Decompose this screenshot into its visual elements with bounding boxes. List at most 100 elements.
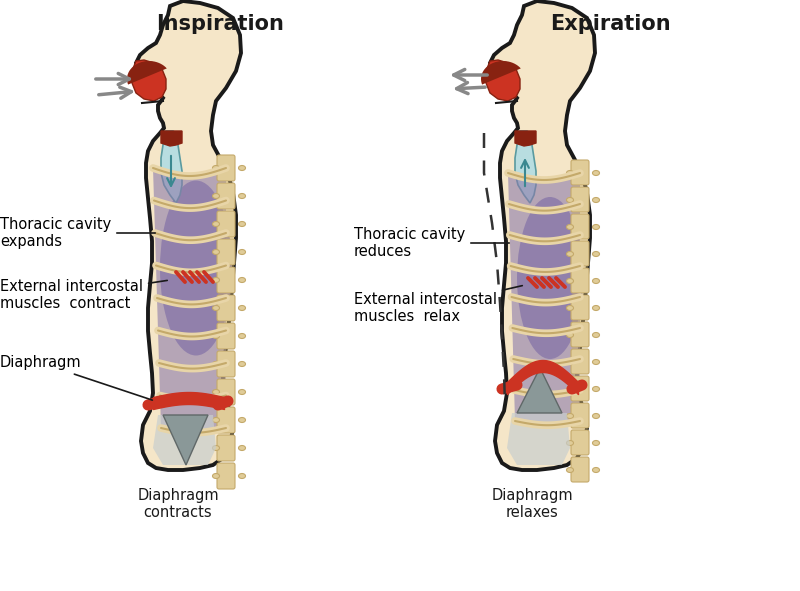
Ellipse shape: [593, 440, 599, 446]
Text: Diaphragm: Diaphragm: [0, 356, 152, 400]
Polygon shape: [154, 200, 226, 240]
Ellipse shape: [593, 306, 599, 310]
Ellipse shape: [566, 278, 574, 284]
Polygon shape: [509, 204, 580, 241]
Ellipse shape: [593, 333, 599, 337]
FancyBboxPatch shape: [217, 267, 235, 293]
FancyBboxPatch shape: [217, 211, 235, 237]
FancyBboxPatch shape: [571, 322, 589, 347]
Polygon shape: [157, 298, 226, 336]
FancyBboxPatch shape: [217, 295, 235, 321]
Ellipse shape: [566, 387, 574, 391]
FancyBboxPatch shape: [571, 403, 589, 428]
Ellipse shape: [213, 193, 219, 199]
Polygon shape: [159, 363, 226, 401]
FancyBboxPatch shape: [571, 457, 589, 482]
Polygon shape: [158, 330, 226, 369]
Ellipse shape: [238, 193, 246, 199]
FancyBboxPatch shape: [217, 351, 235, 377]
FancyBboxPatch shape: [217, 239, 235, 265]
Polygon shape: [510, 266, 580, 303]
Ellipse shape: [213, 473, 219, 479]
Ellipse shape: [238, 249, 246, 255]
Text: Diaphragm
relaxes: Diaphragm relaxes: [491, 488, 573, 521]
Polygon shape: [512, 328, 580, 364]
Polygon shape: [153, 168, 226, 208]
Ellipse shape: [593, 252, 599, 256]
Ellipse shape: [566, 197, 574, 203]
Ellipse shape: [213, 417, 219, 423]
Ellipse shape: [213, 306, 219, 310]
Ellipse shape: [566, 225, 574, 229]
Polygon shape: [161, 131, 182, 203]
FancyBboxPatch shape: [571, 430, 589, 455]
Polygon shape: [160, 395, 226, 433]
Polygon shape: [511, 297, 580, 333]
Polygon shape: [507, 413, 570, 465]
Polygon shape: [515, 131, 536, 146]
Text: Inspiration: Inspiration: [156, 14, 284, 34]
Polygon shape: [486, 60, 520, 101]
FancyBboxPatch shape: [571, 376, 589, 401]
Ellipse shape: [238, 306, 246, 310]
FancyBboxPatch shape: [217, 183, 235, 209]
FancyBboxPatch shape: [571, 268, 589, 293]
Polygon shape: [127, 61, 166, 85]
Ellipse shape: [238, 278, 246, 282]
Ellipse shape: [566, 306, 574, 310]
Ellipse shape: [213, 333, 219, 339]
Ellipse shape: [593, 170, 599, 176]
Polygon shape: [481, 61, 521, 85]
Text: Diaphragm
contracts: Diaphragm contracts: [137, 488, 219, 521]
Ellipse shape: [566, 440, 574, 446]
Ellipse shape: [238, 222, 246, 226]
Ellipse shape: [238, 473, 246, 479]
Polygon shape: [156, 265, 226, 304]
Ellipse shape: [238, 362, 246, 366]
FancyBboxPatch shape: [571, 214, 589, 239]
FancyBboxPatch shape: [571, 295, 589, 320]
Polygon shape: [163, 415, 208, 465]
Text: External intercostal
muscles  relax: External intercostal muscles relax: [354, 285, 522, 324]
FancyBboxPatch shape: [217, 463, 235, 489]
FancyBboxPatch shape: [217, 435, 235, 461]
Ellipse shape: [160, 180, 232, 356]
Ellipse shape: [213, 389, 219, 395]
Polygon shape: [514, 390, 580, 425]
FancyBboxPatch shape: [571, 160, 589, 185]
Polygon shape: [132, 60, 166, 101]
Ellipse shape: [213, 362, 219, 366]
FancyBboxPatch shape: [217, 323, 235, 349]
FancyBboxPatch shape: [217, 407, 235, 433]
FancyBboxPatch shape: [571, 187, 589, 212]
Polygon shape: [510, 235, 580, 272]
Ellipse shape: [593, 359, 599, 365]
Ellipse shape: [593, 467, 599, 472]
Ellipse shape: [213, 222, 219, 226]
FancyBboxPatch shape: [571, 349, 589, 374]
Ellipse shape: [238, 417, 246, 423]
FancyBboxPatch shape: [217, 379, 235, 405]
Ellipse shape: [566, 359, 574, 365]
Ellipse shape: [517, 197, 583, 359]
Ellipse shape: [566, 252, 574, 256]
Ellipse shape: [566, 467, 574, 472]
Text: External intercostal
muscles  contract: External intercostal muscles contract: [0, 279, 167, 311]
Text: Expiration: Expiration: [550, 14, 670, 34]
Text: Thoracic cavity
reduces: Thoracic cavity reduces: [354, 227, 510, 259]
Ellipse shape: [566, 333, 574, 337]
Ellipse shape: [213, 446, 219, 450]
FancyBboxPatch shape: [571, 241, 589, 266]
Polygon shape: [155, 233, 226, 272]
FancyBboxPatch shape: [217, 155, 235, 181]
Polygon shape: [161, 131, 182, 146]
Ellipse shape: [213, 249, 219, 255]
Polygon shape: [490, 1, 595, 470]
Polygon shape: [515, 131, 536, 203]
Ellipse shape: [593, 387, 599, 391]
Ellipse shape: [238, 333, 246, 339]
Ellipse shape: [566, 414, 574, 418]
Polygon shape: [153, 415, 216, 465]
Ellipse shape: [593, 225, 599, 229]
Ellipse shape: [238, 165, 246, 170]
